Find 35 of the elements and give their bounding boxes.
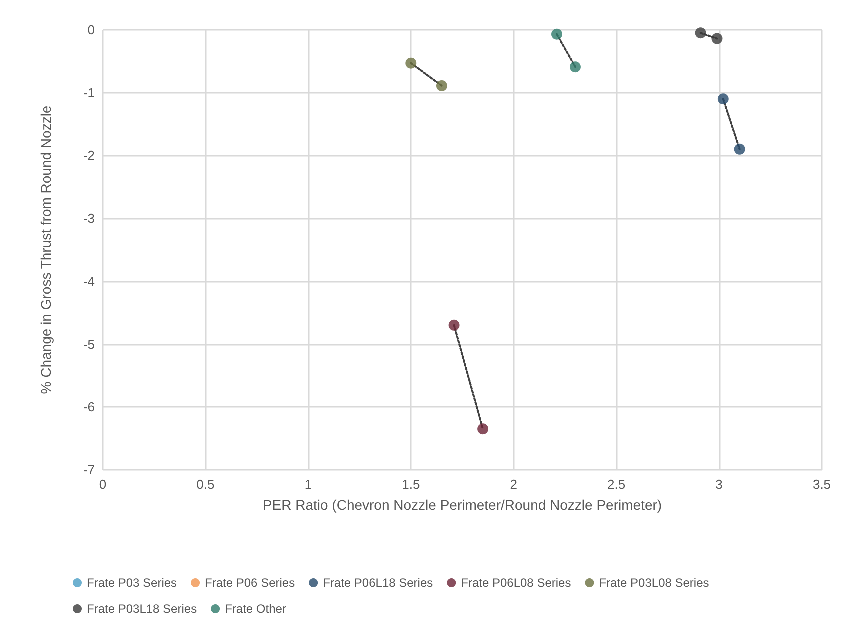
legend-label: Frate P03L08 Series <box>599 576 710 590</box>
x-tick-label: 2.5 <box>608 477 626 492</box>
legend-label: Frate P03L18 Series <box>87 602 198 616</box>
x-tick-label: 0.5 <box>196 477 215 492</box>
legend-label: Frate P06L08 Series <box>461 576 572 590</box>
legend-label: Frate Other <box>225 602 286 616</box>
x-tick-label: 3.5 <box>812 477 832 492</box>
point <box>695 28 706 39</box>
point <box>712 33 723 44</box>
legend-label: Frate P06L18 Series <box>323 576 434 590</box>
y-tick-label: -1 <box>83 85 95 100</box>
y-tick-label: -5 <box>83 336 95 352</box>
legend-label: Frate P06 Series <box>205 576 296 590</box>
y-tick-label: -7 <box>83 462 95 478</box>
x-tick-label: 2 <box>510 477 518 492</box>
point <box>718 94 729 105</box>
y-tick-label: -4 <box>83 274 95 289</box>
x-tick-label: 1.5 <box>402 477 420 492</box>
point <box>448 320 460 331</box>
x-tick-label: 3 <box>716 477 723 492</box>
y-tick-label: -6 <box>83 400 95 415</box>
x-tick-label: 0 <box>99 477 107 492</box>
x-tick-label: 1 <box>304 477 312 492</box>
y-tick-label: 0 <box>88 22 95 38</box>
y-tick-label: -2 <box>83 148 95 164</box>
point <box>406 58 417 69</box>
point <box>570 62 581 73</box>
y-tick-label: -3 <box>83 211 95 226</box>
point <box>552 28 562 40</box>
point <box>734 144 746 155</box>
point <box>478 424 489 435</box>
point <box>436 80 448 92</box>
y-axis-title: % Change in Gross Thrust from Round Nozzle <box>38 106 54 394</box>
legend-label: Frate P03 Series <box>87 576 178 590</box>
x-axis-title: PER Ratio (Chevron Nozzle Perimeter/Round Nozzle Perimeter) <box>262 497 662 513</box>
